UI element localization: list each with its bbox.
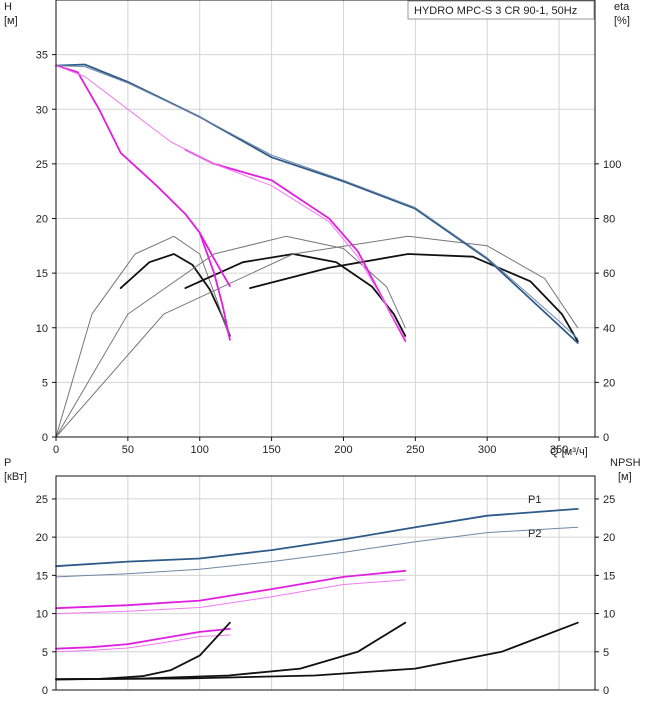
- power-curve: [55, 508, 579, 568]
- power-curve: [55, 621, 407, 681]
- head-tick-label: 10: [36, 323, 48, 335]
- eta-axis-label: eta: [614, 1, 630, 13]
- power-axis-unit: [кВт]: [4, 471, 27, 483]
- flow-tick-label: 350: [550, 444, 568, 456]
- head-curve: [198, 231, 231, 341]
- eta-tick-label: 40: [603, 323, 615, 335]
- head-tick-label: 5: [42, 377, 48, 389]
- efficiency-curve: [119, 253, 231, 337]
- title-box: [407, 0, 595, 20]
- power-curve: [55, 634, 231, 653]
- head-tick-label: 20: [36, 214, 48, 226]
- flow-tick-label: 50: [122, 444, 134, 456]
- eta-axis-unit: [%]: [614, 15, 630, 27]
- flow-tick-label: 100: [191, 444, 209, 456]
- power-tick-label: 10: [36, 609, 48, 621]
- power-tick-label: 25: [36, 494, 48, 506]
- npsh-tick-label: 0: [603, 685, 609, 697]
- power-axis-label: P: [4, 457, 11, 469]
- efficiency-curve: [55, 235, 231, 438]
- head-curve: [55, 63, 579, 344]
- chart-title: HYDRO MPC-S 3 CR 90-1, 50Hz: [414, 5, 577, 17]
- npsh-tick-label: 25: [603, 494, 615, 506]
- eta-tick-label: 100: [603, 159, 621, 171]
- efficiency-curve: [249, 253, 579, 343]
- eta-tick-label: 0: [603, 432, 609, 444]
- power-tick-label: 20: [36, 532, 48, 544]
- series-label-p1: P1: [528, 494, 541, 506]
- eta-tick-label: 80: [603, 214, 615, 226]
- power-tick-label: 5: [42, 647, 48, 659]
- efficiency-curve: [55, 235, 406, 438]
- efficiency-curve: [55, 235, 579, 438]
- power-tick-label: 15: [36, 570, 48, 582]
- series-label-p2: P2: [528, 528, 541, 540]
- efficiency-curve: [184, 253, 407, 337]
- npsh-tick-label: 10: [603, 609, 615, 621]
- head-tick-label: 25: [36, 159, 48, 171]
- head-curve: [55, 65, 406, 340]
- head-axis-unit: [м]: [4, 15, 18, 27]
- head-curve: [55, 65, 579, 340]
- eta-tick-label: 60: [603, 268, 615, 280]
- flow-axis-label: Q [м³/ч]: [550, 446, 588, 458]
- power-curve: [55, 628, 231, 650]
- power-curve: [55, 621, 579, 681]
- power-tick-label: 0: [42, 685, 48, 697]
- flow-tick-label: 150: [262, 444, 280, 456]
- head-curve: [55, 64, 231, 288]
- flow-tick-label: 200: [334, 444, 352, 456]
- power-curve: [55, 569, 407, 610]
- npsh-tick-label: 20: [603, 532, 615, 544]
- power-plot-frame: [55, 475, 596, 691]
- flow-tick-label: 300: [478, 444, 496, 456]
- power-curve: [55, 579, 406, 615]
- flow-tick-label: 250: [406, 444, 424, 456]
- power-curve: [55, 526, 579, 578]
- npsh-tick-label: 5: [603, 647, 609, 659]
- head-tick-label: 0: [42, 432, 48, 444]
- npsh-tick-label: 15: [603, 570, 615, 582]
- npsh-axis-label: NPSH: [610, 457, 641, 469]
- head-tick-label: 35: [36, 50, 48, 62]
- head-axis-label: H: [4, 1, 12, 13]
- head-tick-label: 15: [36, 268, 48, 280]
- flow-tick-label: 0: [53, 444, 59, 456]
- head-curve: [184, 148, 407, 342]
- eta-tick-label: 20: [603, 377, 615, 389]
- head-tick-label: 30: [36, 104, 48, 116]
- npsh-axis-unit: [м]: [618, 471, 632, 483]
